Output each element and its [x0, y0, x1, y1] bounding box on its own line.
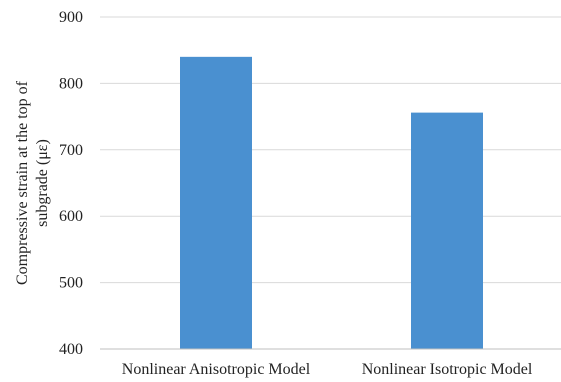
- y-tick-label: 800: [59, 75, 83, 92]
- y-axis-title: Compressive strain at the top of subgrade…: [14, 80, 51, 285]
- x-tick-label: Nonlinear Isotropic Model: [362, 361, 533, 378]
- y-tick-label: 700: [59, 142, 83, 159]
- y-axis-title-line: Compressive strain at the top of: [14, 80, 31, 285]
- bar: [411, 112, 483, 349]
- y-tick-label: 900: [59, 9, 83, 26]
- x-tick-label: Nonlinear Anisotropic Model: [122, 361, 311, 378]
- y-tick-labels: 400 500 600 700 800 900: [59, 9, 83, 358]
- y-axis-title-line: subgrade (με): [34, 139, 51, 227]
- gridlines: [100, 16, 561, 284]
- y-tick-label: 500: [59, 275, 83, 292]
- y-tick-label: 400: [59, 341, 83, 358]
- bars: [180, 56, 483, 350]
- y-tick-label: 600: [59, 208, 83, 225]
- bar: [180, 56, 252, 350]
- x-tick-labels: Nonlinear Anisotropic Model Nonlinear Iso…: [122, 361, 533, 378]
